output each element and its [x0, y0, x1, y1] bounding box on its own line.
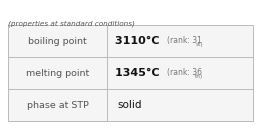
- Text: st): st): [195, 42, 203, 47]
- Bar: [8, 25, 253, 121]
- Text: th): th): [195, 74, 204, 79]
- Text: (rank: 31: (rank: 31: [167, 37, 202, 46]
- Text: 1345°C: 1345°C: [115, 68, 167, 78]
- Text: (properties at standard conditions): (properties at standard conditions): [8, 20, 135, 27]
- Text: solid: solid: [117, 100, 141, 110]
- Text: melting point: melting point: [26, 68, 89, 78]
- Text: (rank: 36: (rank: 36: [167, 68, 202, 78]
- Text: 3110°C: 3110°C: [115, 36, 167, 46]
- Text: boiling point: boiling point: [28, 37, 87, 46]
- Text: phase at STP: phase at STP: [27, 100, 88, 110]
